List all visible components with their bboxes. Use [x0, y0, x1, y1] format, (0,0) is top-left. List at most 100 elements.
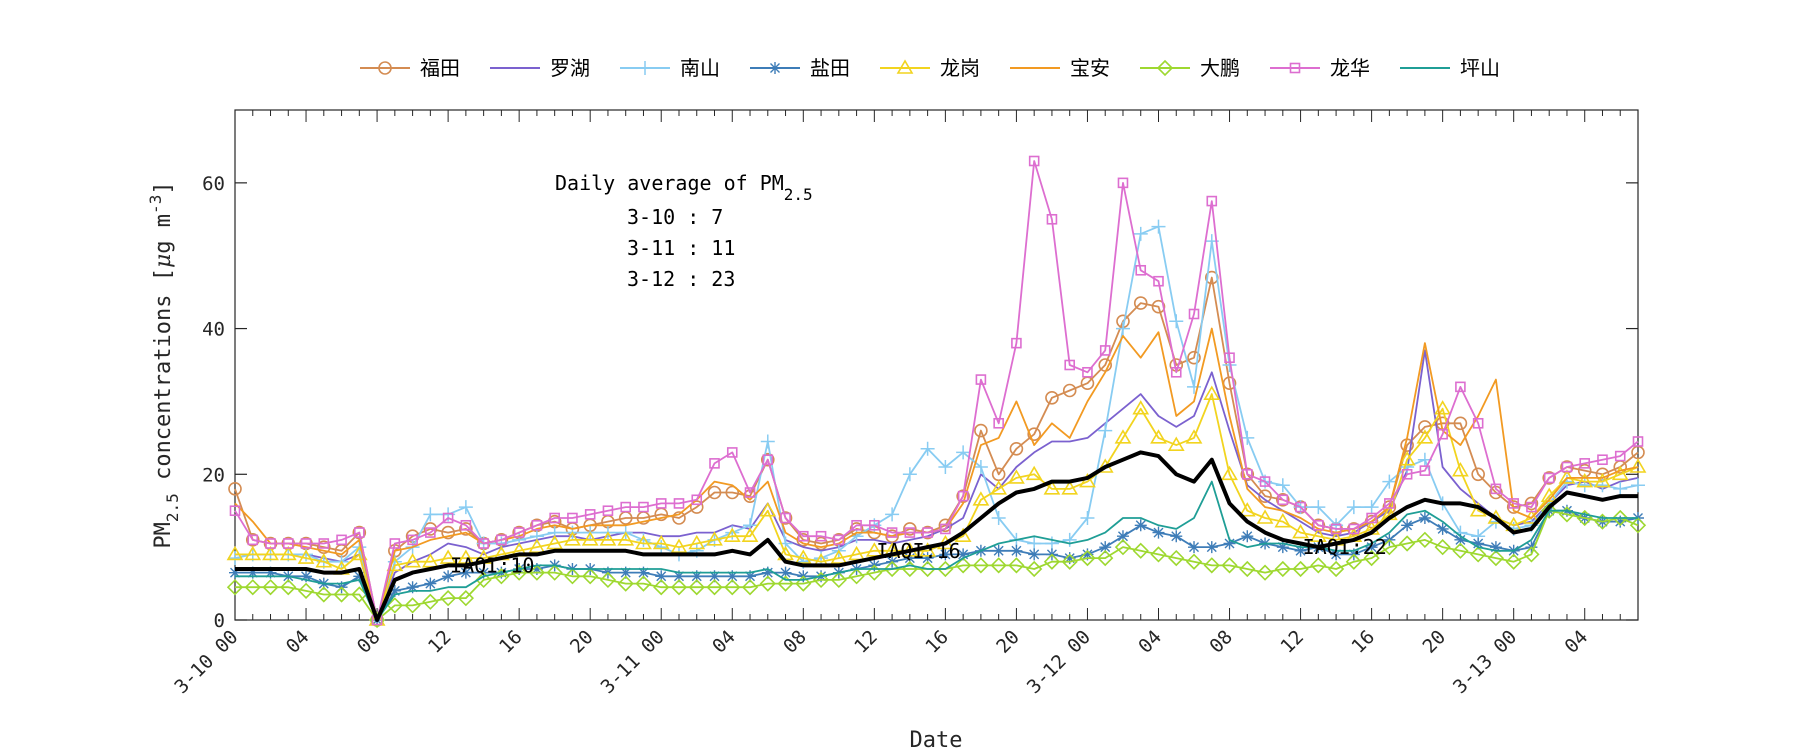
data-point-marker: [956, 445, 971, 460]
data-point-marker: [457, 590, 475, 607]
data-point-marker: [1258, 489, 1272, 503]
data-point-marker: [1221, 465, 1238, 481]
data-point-marker: [652, 534, 670, 550]
data-point-marker: [1437, 428, 1448, 440]
data-point-marker: [741, 579, 759, 596]
data-point-marker: [1203, 557, 1220, 574]
data-point-marker: [1558, 469, 1576, 484]
data-point-marker: [229, 505, 241, 517]
data-point-marker: [815, 530, 827, 542]
data-point-marker: [670, 579, 688, 596]
data-point-marker: [1614, 450, 1626, 462]
data-point-marker: [1241, 530, 1254, 543]
data-point-marker: [1046, 213, 1058, 225]
data-point-marker: [706, 579, 723, 596]
data-point-marker: [1348, 523, 1360, 535]
series-line: [235, 349, 1639, 621]
data-point-marker: [1098, 423, 1113, 438]
legend-label: 罗湖: [550, 56, 590, 80]
data-point-marker: [1455, 381, 1466, 393]
data-point-marker: [1203, 385, 1221, 400]
data-point-marker: [1401, 519, 1414, 532]
data-point-marker: [602, 505, 614, 517]
data-point-marker: [1274, 560, 1291, 578]
data-point-marker: [1490, 483, 1502, 495]
data-point-marker: [1028, 548, 1041, 561]
data-point-marker: [333, 586, 350, 603]
data-point-marker: [1594, 472, 1611, 488]
data-point-marker: [1579, 458, 1591, 469]
data-point-marker: [297, 549, 315, 564]
data-point-marker: [1044, 536, 1059, 551]
data-point-marker: [1206, 195, 1218, 207]
data-point-marker: [1436, 522, 1449, 535]
x-tick-label: 3-12 00: [1023, 626, 1095, 698]
data-point-marker: [247, 534, 259, 546]
data-point-marker: [1099, 541, 1112, 554]
data-point-marker: [1241, 468, 1253, 480]
data-point-marker: [620, 501, 632, 513]
data-point-marker: [851, 519, 862, 531]
data-point-marker: [567, 512, 578, 524]
y-tick-label: 40: [202, 319, 225, 341]
data-point-marker: [389, 538, 401, 549]
data-point-marker: [939, 548, 952, 561]
data-point-marker: [228, 551, 242, 566]
data-point-marker: [1169, 314, 1184, 329]
data-point-marker: [1560, 460, 1574, 474]
data-point-marker: [1508, 498, 1519, 509]
data-point-marker: [1311, 500, 1326, 515]
data-point-marker: [458, 500, 473, 515]
data-point-marker: [1150, 546, 1167, 563]
data-point-marker: [1132, 542, 1149, 559]
legend-item: 宝安: [1010, 56, 1110, 80]
data-point-marker: [439, 590, 457, 607]
data-point-marker: [1150, 429, 1167, 444]
data-point-marker: [1434, 539, 1451, 556]
data-point-marker: [1132, 400, 1150, 415]
data-point-marker: [1453, 416, 1468, 431]
x-tick-label: 08: [1205, 626, 1237, 658]
data-point-marker: [546, 534, 564, 550]
data-point-marker: [1152, 526, 1165, 539]
data-point-marker: [830, 549, 848, 564]
data-point-marker: [833, 534, 845, 546]
data-point-marker: [1384, 498, 1395, 509]
data-point-marker: [1170, 366, 1182, 378]
data-point-marker: [1594, 513, 1611, 530]
data-point-marker: [885, 507, 900, 522]
data-point-marker: [1611, 465, 1629, 481]
data-point-marker: [780, 512, 791, 524]
data-point-marker: [531, 519, 543, 531]
data-point-marker: [1027, 427, 1041, 442]
data-point-marker: [920, 441, 935, 456]
data-point-marker: [1542, 471, 1557, 485]
data-point-marker: [869, 519, 880, 531]
data-point-marker: [1631, 478, 1645, 493]
data-point-marker: [315, 553, 333, 568]
data-point-marker: [300, 570, 313, 583]
legend-item: 坪山: [1400, 56, 1500, 80]
data-point-marker: [1256, 564, 1274, 581]
x-tick-label: 04: [282, 626, 314, 658]
data-point-marker: [1082, 366, 1093, 378]
x-tick-label: 16: [495, 626, 527, 658]
legend-swatch-marker: [638, 61, 652, 75]
data-point-marker: [564, 531, 581, 546]
legend-label: 龙岗: [940, 56, 980, 80]
series-average: [235, 450, 1638, 622]
data-point-marker: [672, 511, 686, 525]
legend-swatch-marker: [1289, 62, 1301, 74]
data-point-marker: [1079, 549, 1096, 567]
daily-average-title: Daily average of PM2.5: [555, 171, 813, 204]
data-point-marker: [1081, 548, 1094, 561]
data-point-marker: [425, 527, 436, 538]
y-tick-label: 20: [202, 464, 225, 486]
data-point-marker: [422, 593, 439, 610]
data-point-marker: [688, 534, 706, 550]
data-point-marker: [1330, 523, 1342, 535]
data-point-marker: [1612, 509, 1629, 527]
data-point-marker: [442, 570, 455, 583]
data-point-marker: [1011, 337, 1022, 349]
